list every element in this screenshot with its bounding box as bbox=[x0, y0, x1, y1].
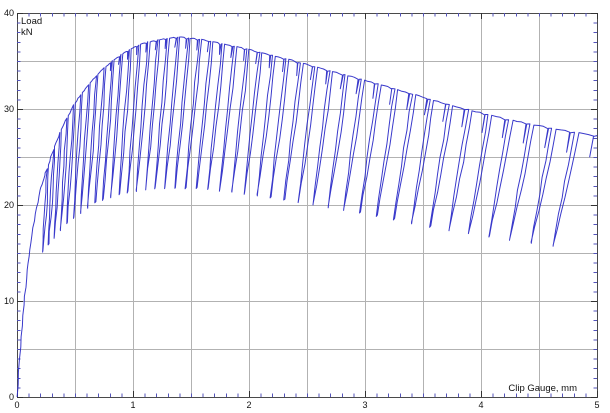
axis-ticks bbox=[17, 13, 598, 398]
y-axis-label: Load kN bbox=[21, 16, 42, 38]
x-tick-label: 2 bbox=[246, 400, 251, 410]
x-tick-label: 1 bbox=[130, 400, 135, 410]
grid-lines bbox=[17, 13, 597, 397]
tick-labels: 0 1 2 3 4 5 0 10 20 30 40 bbox=[4, 8, 600, 410]
y-tick-label: 10 bbox=[4, 296, 14, 306]
y-tick-label: 30 bbox=[4, 104, 14, 114]
y-tick-label: 20 bbox=[4, 200, 14, 210]
x-tick-label: 4 bbox=[478, 400, 483, 410]
y-axis-label-unit: kN bbox=[21, 27, 33, 38]
y-axis-label-quantity: Load bbox=[21, 16, 43, 27]
x-tick-label: 5 bbox=[594, 400, 599, 410]
data-curve bbox=[16, 36, 598, 398]
y-tick-label: 0 bbox=[9, 392, 14, 402]
x-tick-label: 3 bbox=[362, 400, 367, 410]
y-tick-label: 40 bbox=[4, 8, 14, 18]
x-tick-label: 0 bbox=[14, 400, 19, 410]
x-axis-label: Clip Gauge, mm bbox=[508, 383, 577, 394]
